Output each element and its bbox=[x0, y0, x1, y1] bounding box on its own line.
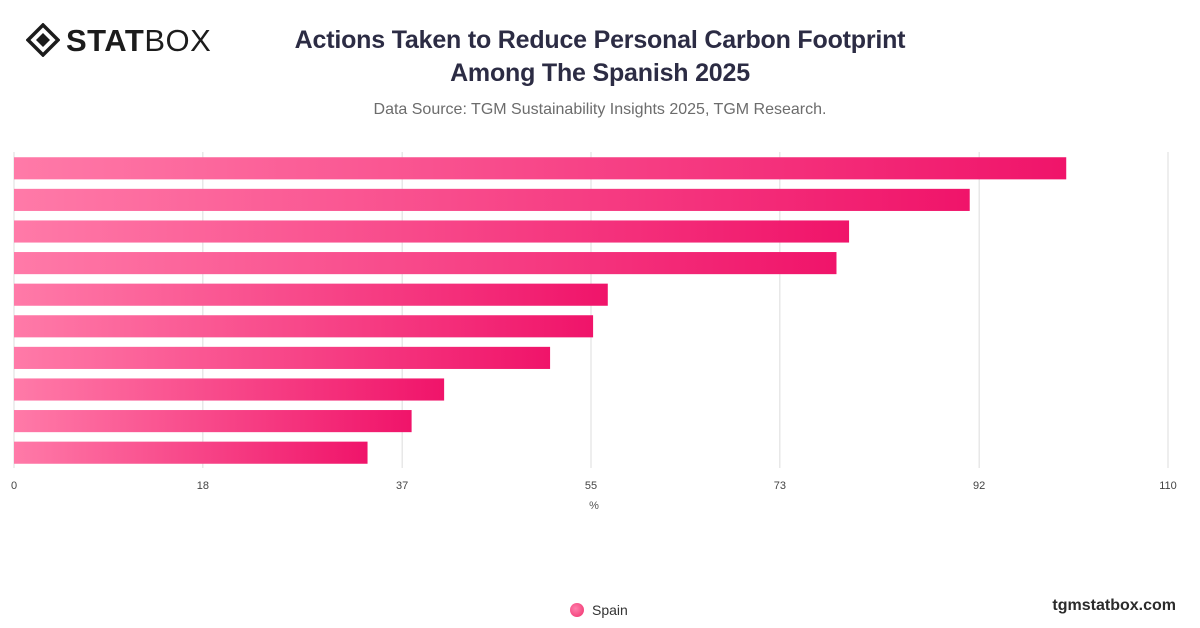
x-tick-label-6: 110 bbox=[1159, 480, 1177, 492]
bar-9[interactable] bbox=[14, 441, 368, 464]
brand-wordmark: STATBOX bbox=[66, 25, 211, 56]
x-tick-label-1: 18 bbox=[197, 480, 209, 492]
x-axis-label: % bbox=[589, 500, 599, 512]
chart-subtitle: Data Source: TGM Sustainability Insights… bbox=[373, 101, 827, 118]
bar-3[interactable] bbox=[14, 252, 837, 275]
chart-header: Actions Taken to Reduce Personal Carbon … bbox=[210, 24, 990, 120]
brand-logo: STATBOX bbox=[26, 22, 211, 58]
bar-6[interactable] bbox=[14, 346, 551, 369]
x-tick-label-2: 37 bbox=[396, 480, 408, 492]
bar-8[interactable] bbox=[14, 410, 412, 433]
watermark: tgmstatbox.com bbox=[1052, 597, 1176, 614]
brand-wordmark-light: BOX bbox=[144, 22, 212, 58]
bar-5[interactable] bbox=[14, 315, 594, 338]
bars bbox=[14, 157, 1067, 464]
legend-marker-spain bbox=[570, 603, 584, 617]
bar-1[interactable] bbox=[14, 188, 970, 211]
x-tick-label-3: 55 bbox=[585, 480, 597, 492]
chart-title-line-1: Actions Taken to Reduce Personal Carbon … bbox=[294, 26, 906, 54]
brand-wordmark-strong: STAT bbox=[66, 22, 145, 58]
chart-title: Actions Taken to Reduce Personal Carbon … bbox=[210, 24, 990, 90]
x-tick-label-0: 0 bbox=[11, 480, 17, 492]
bar-2[interactable] bbox=[14, 220, 850, 243]
bar-0[interactable] bbox=[14, 157, 1067, 180]
legend-label-spain: Spain bbox=[592, 602, 628, 618]
bar-4[interactable] bbox=[14, 283, 608, 306]
chart-title-line-2: Among The Spanish 2025 bbox=[450, 59, 750, 87]
x-tick-label-4: 73 bbox=[774, 480, 786, 492]
x-tick-label-5: 92 bbox=[973, 480, 985, 492]
x-axis-ticks: 0 18 37 55 73 92 110 bbox=[11, 480, 1177, 492]
legend[interactable]: Spain bbox=[570, 602, 628, 618]
statbox-logo-icon bbox=[26, 23, 60, 57]
bar-7[interactable] bbox=[14, 378, 445, 401]
